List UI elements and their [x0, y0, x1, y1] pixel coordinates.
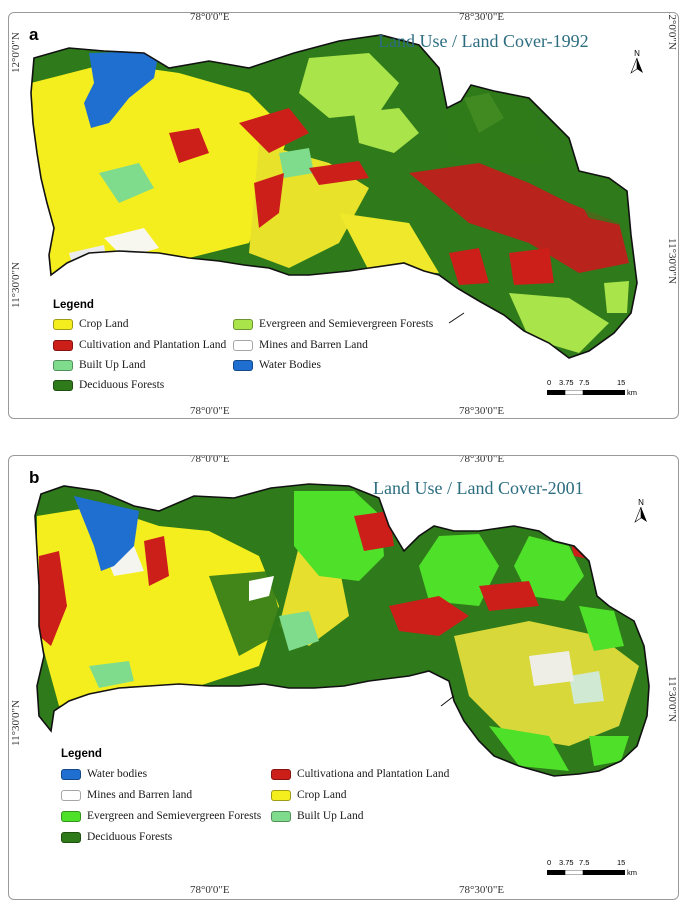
legend-swatch	[53, 339, 73, 351]
legend-label: Cultivationa and Plantation Land	[297, 768, 450, 780]
scale-tick: 0	[547, 378, 552, 387]
scale-bar-a: 0 3.75 7.5 15 km	[547, 378, 637, 397]
legend-label: Built Up Land	[297, 810, 364, 822]
legend-swatch	[233, 359, 253, 371]
north-label-b: N	[638, 498, 644, 507]
legend-item-cultivation-plantation: Cultivation and Plantation Land	[53, 339, 226, 351]
legend-label: Water Bodies	[259, 359, 321, 371]
legend-item-water-bodies: Water bodies	[61, 768, 147, 780]
map-title-b: Land Use / Land Cover-2001	[373, 478, 584, 498]
scale-tick: 3.75	[559, 858, 574, 867]
legend-item-deciduous-forests: Deciduous Forests	[53, 379, 164, 391]
map-panel-a: a Land Use / Land Cover-1992 78°0'0"E 78…	[8, 12, 679, 419]
legend-label: Evergreen and Semievergreen Forests	[259, 318, 434, 330]
legend-label: Crop Land	[79, 318, 129, 330]
map-panel-b: b Land Use / Land Cover-2001 78°0'0"E 78…	[8, 455, 679, 900]
panel-label-a: a	[29, 25, 39, 44]
panel-label-b: b	[29, 468, 40, 487]
legend-title-a: Legend	[53, 299, 94, 311]
north-arrow-icon-b: N	[634, 498, 648, 525]
legend-label: Crop Land	[297, 789, 347, 801]
legend-label: Water bodies	[87, 768, 148, 780]
coord-right-top-a: 12°0'0"N	[666, 12, 678, 50]
legend-swatch	[271, 789, 291, 801]
legend-swatch	[271, 768, 291, 780]
legend-item-crop-land: Crop Land	[271, 789, 347, 801]
legend-item-cultivation-plantation: Cultivationa and Plantation Land	[271, 768, 449, 780]
map-b-graphic	[34, 483, 650, 777]
scale-unit: km	[627, 388, 637, 397]
legend-swatch	[233, 339, 253, 351]
legend-swatch	[233, 318, 253, 330]
legend-swatch	[53, 359, 73, 371]
coord-left-top-a: 12°0'0"N	[10, 32, 22, 73]
coord-top-right-b: 78°30'0"E	[459, 455, 505, 465]
legend-swatch	[61, 768, 81, 780]
scale-bar-b: 0 3.75 7.5 15 km	[547, 858, 637, 877]
legend-label: Deciduous Forests	[79, 379, 165, 391]
legend-label: Evergreen and Semievergreen Forests	[87, 810, 262, 822]
legend-item-deciduous-forests: Deciduous Forests	[61, 831, 172, 843]
scale-unit: km	[627, 868, 637, 877]
legend-item-built-up: Built Up Land	[53, 359, 145, 371]
coord-right-mid-b: 11°30'0"N	[666, 676, 678, 722]
scale-tick: 3.75	[559, 378, 574, 387]
coord-bottom-left-a: 78°0'0"E	[190, 405, 230, 417]
map-a-graphic	[30, 34, 638, 359]
coord-bottom-left-b: 78°0'0"E	[190, 884, 230, 896]
coord-left-mid-a: 11°30'0"N	[10, 262, 22, 308]
coord-top-left-b: 78°0'0"E	[190, 455, 230, 465]
legend-swatch	[61, 789, 81, 801]
map-title-a: Land Use / Land Cover-1992	[378, 31, 589, 51]
legend-item-crop-land: Crop Land	[53, 318, 129, 330]
scale-tick: 7.5	[579, 378, 590, 387]
legend-label: Built Up Land	[79, 359, 146, 371]
north-label-a: N	[634, 49, 640, 58]
legend-label: Cultivation and Plantation Land	[79, 339, 227, 351]
coord-left-mid-b: 11°30'0"N	[10, 700, 22, 746]
coord-top-left-a: 78°0'0"E	[190, 12, 230, 23]
coord-bottom-right-b: 78°30'0"E	[459, 884, 505, 896]
legend-label: Deciduous Forests	[87, 831, 173, 843]
scale-tick: 15	[617, 858, 626, 867]
legend-item-water-bodies: Water Bodies	[233, 359, 321, 371]
legend-item-evergreen-forests: Evergreen and Semievergreen Forests	[233, 318, 433, 330]
legend-item-evergreen-forests: Evergreen and Semievergreen Forests	[61, 810, 261, 822]
coord-top-right-a: 78°30'0"E	[459, 12, 505, 23]
legend-swatch	[61, 831, 81, 843]
scale-tick: 7.5	[579, 858, 590, 867]
coord-right-mid-a: 11°30'0"N	[666, 238, 678, 284]
legend-label: Mines and Barren land	[87, 789, 193, 801]
scale-tick: 15	[617, 378, 626, 387]
legend-item-built-up: Built Up Land	[271, 810, 363, 822]
legend-swatch	[61, 810, 81, 822]
legend-title-b: Legend	[61, 748, 102, 760]
legend-swatch	[53, 379, 73, 391]
coord-bottom-right-a: 78°30'0"E	[459, 405, 505, 417]
legend-item-mines-barren: Mines and Barren Land	[233, 339, 368, 351]
legend-label: Mines and Barren Land	[259, 339, 368, 351]
north-arrow-icon-a: N	[630, 49, 644, 76]
legend-swatch	[271, 810, 291, 822]
legend-item-mines-barren: Mines and Barren land	[61, 789, 192, 801]
legend-swatch	[53, 318, 73, 330]
scale-tick: 0	[547, 858, 552, 867]
